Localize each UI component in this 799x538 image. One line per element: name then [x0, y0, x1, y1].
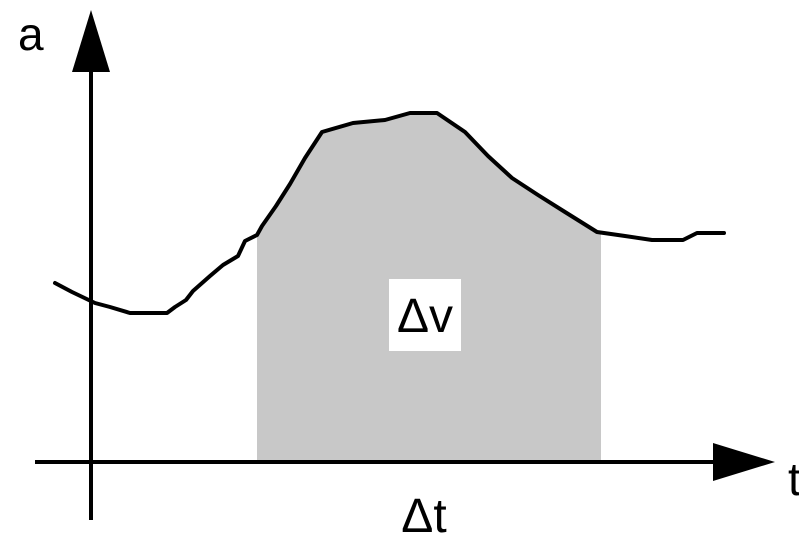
y-axis-label: a: [18, 8, 44, 60]
y-axis-arrow-icon: [72, 10, 110, 72]
area-label: Δv: [397, 290, 453, 343]
acceleration-curve: [53, 111, 726, 315]
interval-label: Δt: [401, 490, 446, 538]
x-axis-arrow-icon: [713, 443, 775, 481]
area-label-background: [389, 279, 461, 351]
x-axis-label: t: [788, 453, 799, 505]
